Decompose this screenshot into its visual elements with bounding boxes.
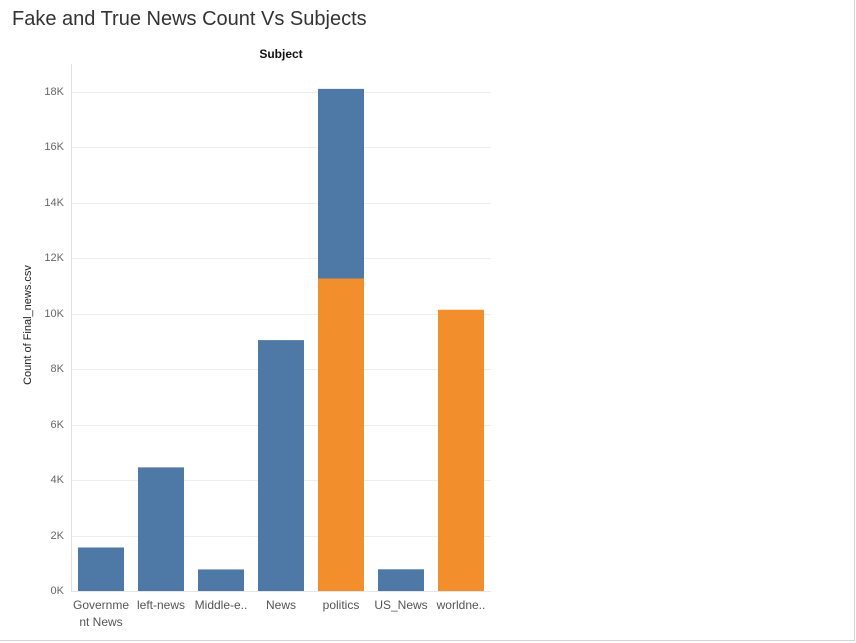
y-tick-label: 10K xyxy=(44,307,64,320)
x-tick-label: US_News xyxy=(374,598,428,612)
bar-politics[interactable] xyxy=(318,88,364,279)
y-tick-label: 16K xyxy=(44,141,64,154)
x-tick-label: News xyxy=(265,598,296,612)
column-header: Subject xyxy=(259,47,303,61)
y-tick-label: 12K xyxy=(44,252,64,265)
y-tick-label: 0K xyxy=(50,585,64,597)
bar-government-news[interactable] xyxy=(78,547,124,591)
x-tick-label: Middle-e.. xyxy=(194,598,248,612)
x-tick-label: politics xyxy=(322,598,360,612)
x-tick-label: Governme nt News xyxy=(72,598,130,629)
bar-middle-east[interactable] xyxy=(198,569,244,591)
y-tick-label: 8K xyxy=(50,363,64,376)
x-tick-label: worldne.. xyxy=(436,598,486,612)
bar-worldnews[interactable] xyxy=(438,309,484,591)
bar-left-news[interactable] xyxy=(138,467,184,591)
chart-title: Fake and True News Count Vs Subjects xyxy=(12,8,367,30)
bar-politics[interactable] xyxy=(318,278,364,591)
y-tick-label: 4K xyxy=(50,474,64,487)
y-tick-label: 2K xyxy=(50,529,64,542)
bar-news[interactable] xyxy=(258,340,304,591)
y-tick-label: 18K xyxy=(44,86,64,98)
x-tick-label: left-news xyxy=(136,598,186,612)
y-tick-label: 6K xyxy=(50,418,64,431)
bar-us-news[interactable] xyxy=(378,569,424,591)
y-tick-label: 14K xyxy=(44,196,64,209)
